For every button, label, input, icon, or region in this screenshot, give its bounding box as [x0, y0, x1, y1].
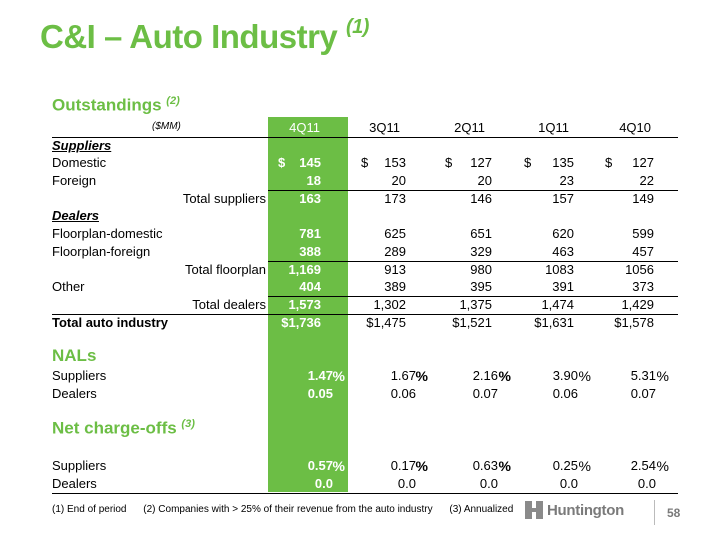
table-row-other: Other 404 389 395 391 373 [52, 278, 678, 297]
col-header-1q11: 1Q11 [538, 120, 569, 135]
footnote-2: (2) Companies with > 25% of their revenu… [143, 504, 433, 515]
table-row-nals-dealers: Dealers 0.05 0.06 0.07 0.06 0.07 [52, 386, 656, 401]
current-quarter-highlight [268, 117, 348, 492]
brand-name: Huntington [547, 501, 624, 519]
table-row-nals-suppliers: Suppliers 1.47 % 1.67 % 2.16 % 3.90 % 5.… [52, 368, 669, 384]
table-row-total-dealers: Total dealers 1,573 1,302 1,375 1,474 1,… [52, 296, 678, 315]
col-header-3q11: 3Q11 [369, 120, 400, 135]
table-row-floorplan-domestic: Floorplan-domestic 781 625 651 620 599 [52, 226, 654, 241]
table-row-nco-dealers: Dealers 0.0 0.0 0.0 0.0 0.0 [52, 475, 678, 494]
nals-heading: NALs [52, 346, 97, 365]
footnote-1: (1) End of period [52, 504, 127, 515]
footnotes: (1) End of period (2) Companies with > 2… [52, 504, 527, 515]
col-header-4q10: 4Q10 [619, 120, 651, 135]
outstandings-heading: Outstandings (2) [52, 95, 180, 115]
huntington-logo: Huntington [525, 501, 624, 519]
table-row-total-suppliers: Total suppliers 163 173 146 157 149 [182, 191, 654, 206]
suppliers-group-label: Suppliers [52, 138, 112, 153]
dealers-group-label: Dealers [52, 208, 99, 223]
table-row-total-auto-industry: Total auto industry $1,736 $1,475 $1,521… [52, 315, 654, 330]
col-header-4q11: 4Q11 [289, 120, 320, 135]
table-row-total-floorplan: Total floorplan 1,169 913 980 1083 1056 [185, 262, 654, 277]
table-row-floorplan-foreign: Floorplan-foreign 388 289 329 463 457 [52, 243, 678, 262]
table-row-foreign: Foreign 18 20 20 23 22 [52, 172, 678, 191]
page-number: 58 [667, 506, 681, 520]
table-row-nco-suppliers: Suppliers 0.57 % 0.17 % 0.63 % 0.25 % 2.… [52, 458, 669, 474]
footnote-3: (3) Annualized [449, 504, 514, 515]
huntington-mark-icon [525, 501, 543, 519]
table-row-domestic: Domestic $ $ $ $ $ 145 153 127 135 127 [52, 155, 654, 170]
col-header-2q11: 2Q11 [454, 120, 485, 135]
net-charge-offs-heading: Net charge-offs (3) [52, 418, 195, 438]
units-label: ($MM) [152, 121, 181, 132]
footer-divider [654, 500, 655, 525]
page-title: C&I – Auto Industry (1) [40, 16, 369, 55]
column-header-row: ($MM) 4Q11 3Q11 2Q11 1Q11 4Q10 [52, 119, 678, 138]
